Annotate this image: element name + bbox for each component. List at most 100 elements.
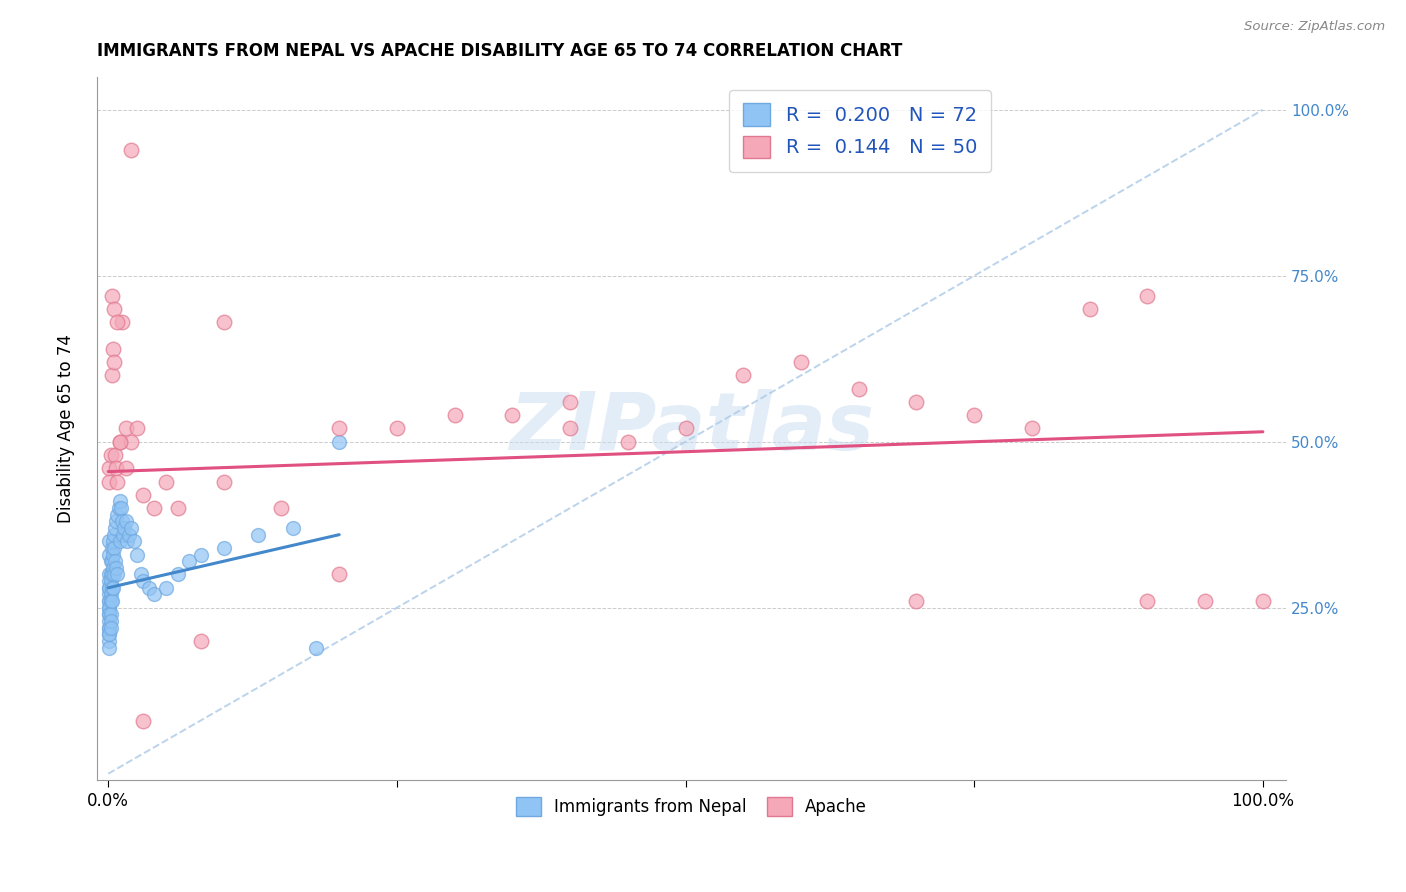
Point [100, 574, 122, 588]
Legend: Immigrants from Nepal, Apache: Immigrants from Nepal, Apache [508, 789, 875, 825]
Point [115, 534, 138, 549]
Point [103, 355, 125, 369]
Point [107, 501, 129, 516]
Point [328, 421, 350, 435]
Point [107, 475, 129, 489]
Point [98, 621, 121, 635]
Point [848, 382, 870, 396]
Point [100, 368, 122, 383]
Point [105, 461, 128, 475]
Point [101, 581, 124, 595]
Point [385, 421, 408, 435]
Point [98, 640, 121, 655]
Point [98, 587, 121, 601]
Point [108, 494, 131, 508]
Point [675, 421, 697, 435]
Point [105, 561, 128, 575]
Point [118, 527, 141, 541]
Point [98, 594, 121, 608]
Point [114, 421, 136, 435]
Point [127, 548, 149, 562]
Point [100, 594, 122, 608]
Point [132, 574, 155, 588]
Point [212, 541, 235, 555]
Point [98, 461, 121, 475]
Point [98, 633, 121, 648]
Point [143, 501, 166, 516]
Point [100, 288, 122, 302]
Point [114, 461, 136, 475]
Point [98, 607, 121, 622]
Point [104, 448, 127, 462]
Point [166, 501, 188, 516]
Point [443, 408, 465, 422]
Point [98, 621, 121, 635]
Point [101, 548, 124, 562]
Point [100, 621, 122, 635]
Point [328, 567, 350, 582]
Point [101, 561, 124, 575]
Point [98, 614, 121, 628]
Point [100, 554, 122, 568]
Point [98, 594, 121, 608]
Point [247, 527, 270, 541]
Point [122, 534, 145, 549]
Point [107, 315, 129, 329]
Point [155, 581, 177, 595]
Point [120, 143, 142, 157]
Point [1136, 288, 1159, 302]
Point [166, 567, 188, 582]
Point [1194, 594, 1216, 608]
Point [733, 368, 755, 383]
Text: ZIPatlas: ZIPatlas [509, 390, 875, 467]
Point [143, 587, 166, 601]
Point [328, 434, 350, 449]
Point [120, 434, 142, 449]
Point [103, 567, 125, 582]
Point [127, 421, 149, 435]
Point [100, 567, 122, 582]
Point [98, 567, 121, 582]
Point [155, 475, 177, 489]
Point [138, 581, 160, 595]
Point [103, 541, 125, 555]
Point [110, 501, 132, 516]
Point [100, 448, 122, 462]
Point [100, 567, 122, 582]
Text: Source: ZipAtlas.com: Source: ZipAtlas.com [1244, 20, 1385, 33]
Point [104, 554, 127, 568]
Point [108, 534, 131, 549]
Point [98, 581, 121, 595]
Point [107, 567, 129, 582]
Point [98, 475, 121, 489]
Point [905, 395, 928, 409]
Point [558, 395, 581, 409]
Point [1136, 594, 1159, 608]
Point [103, 527, 125, 541]
Point [112, 521, 135, 535]
Point [100, 554, 122, 568]
Point [1021, 421, 1043, 435]
Point [104, 521, 127, 535]
Point [100, 541, 122, 555]
Point [114, 515, 136, 529]
Point [212, 315, 235, 329]
Point [98, 627, 121, 641]
Point [190, 633, 212, 648]
Point [98, 581, 121, 595]
Point [100, 607, 122, 622]
Point [177, 554, 200, 568]
Point [108, 434, 131, 449]
Point [132, 488, 155, 502]
Text: IMMIGRANTS FROM NEPAL VS APACHE DISABILITY AGE 65 TO 74 CORRELATION CHART: IMMIGRANTS FROM NEPAL VS APACHE DISABILI… [97, 42, 903, 60]
Point [212, 475, 235, 489]
Point [100, 581, 122, 595]
Point [108, 434, 131, 449]
Point [98, 600, 121, 615]
Point [270, 501, 292, 516]
Point [98, 534, 121, 549]
Point [101, 534, 124, 549]
Point [98, 607, 121, 622]
Point [1078, 301, 1101, 316]
Y-axis label: Disability Age 65 to 74: Disability Age 65 to 74 [58, 334, 75, 523]
